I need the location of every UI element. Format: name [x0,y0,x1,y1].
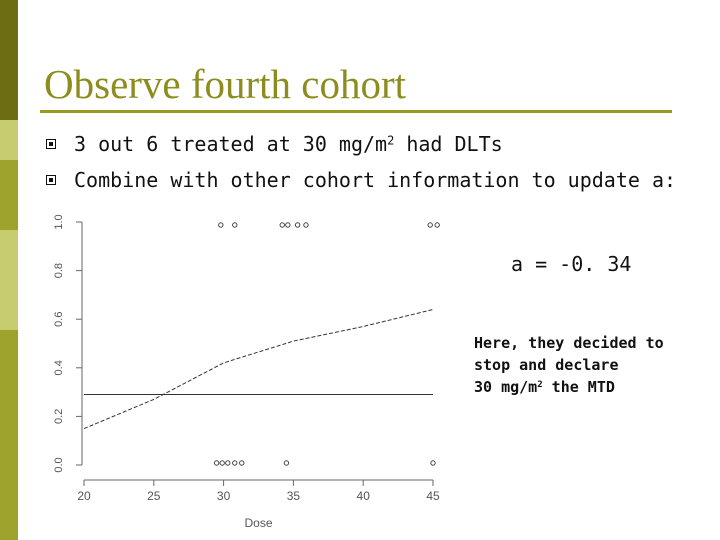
note-line: Here, they decided to [474,334,664,352]
y-tick-label: 0.8 [53,263,65,278]
square-bullet-icon [46,175,56,185]
sidebar-band-dark [0,0,18,120]
note-text-end: the MTD [542,378,615,396]
no-dlt-observation-point [239,460,245,466]
bullet-item: 3 out 6 treated at 30 mg/m2 had DLTs [44,126,676,162]
series-line [83,309,434,430]
sidebar-band-light [0,120,18,160]
bullet-text-end: had DLTs [394,132,503,156]
sidebar-band-light [0,230,18,330]
dose-toxicity-chart: 20 25 30 35 40 45 0.0 0.2 0.4 0.6 0.8 1.0 Dose [53,214,440,530]
a-estimate: a = -0. 34 [511,252,632,276]
decorative-sidebar [0,0,18,540]
x-tick-label: 30 [217,489,231,503]
no-dlt-observation-point [283,460,290,466]
y-tick-label: 0.0 [53,457,65,472]
dlt-observation-point [279,222,285,228]
note-line: stop and declare [474,356,619,374]
bullet-text: 3 out 6 treated at 30 mg/m [74,132,388,156]
dlt-observation-point [294,222,301,228]
bullet-item: Combine with other cohort information to… [44,162,676,198]
dlt-observation-point [303,222,309,228]
x-tick-label: 25 [147,489,161,503]
mtd-note: Here, they decided to stop and declare 3… [474,332,664,398]
slide-title: Observe fourth cohort [44,61,407,107]
sidebar-band-mid [0,160,18,230]
no-dlt-observation-point [232,460,238,466]
no-dlt-observation-point [430,460,436,466]
superscript: 2 [387,133,395,148]
note-line: 30 mg/m2 the MTD [474,376,664,398]
x-axis-title: Dose [244,516,272,530]
square-bullet-icon [46,139,56,149]
y-tick-label: 0.2 [53,409,65,424]
no-dlt-observation-point [225,460,231,466]
x-tick-label: 35 [287,489,301,503]
dlt-observation-point [427,222,433,228]
dlt-observation-point [285,222,291,228]
bullet-list: 3 out 6 treated at 30 mg/m2 had DLTs Com… [44,126,676,198]
dlt-observation-point [434,222,440,228]
note-text: 30 mg/m [474,378,538,396]
bullet-text: Combine with other cohort information to… [74,168,677,192]
dlt-observation-point [218,222,224,228]
y-tick-label: 0.6 [53,312,65,327]
sidebar-band-mid [0,330,18,540]
y-tick-label: 1.0 [53,214,65,229]
no-dlt-observation-point [213,460,220,466]
no-dlt-observation-point [219,460,225,466]
dlt-observation-point [232,222,238,228]
superscript: 2 [537,380,543,391]
x-tick-label: 20 [77,489,91,503]
x-tick-label: 40 [357,489,371,503]
y-tick-label: 0.4 [53,360,65,375]
x-tick-label: 45 [426,489,440,503]
title-underline [40,110,672,113]
